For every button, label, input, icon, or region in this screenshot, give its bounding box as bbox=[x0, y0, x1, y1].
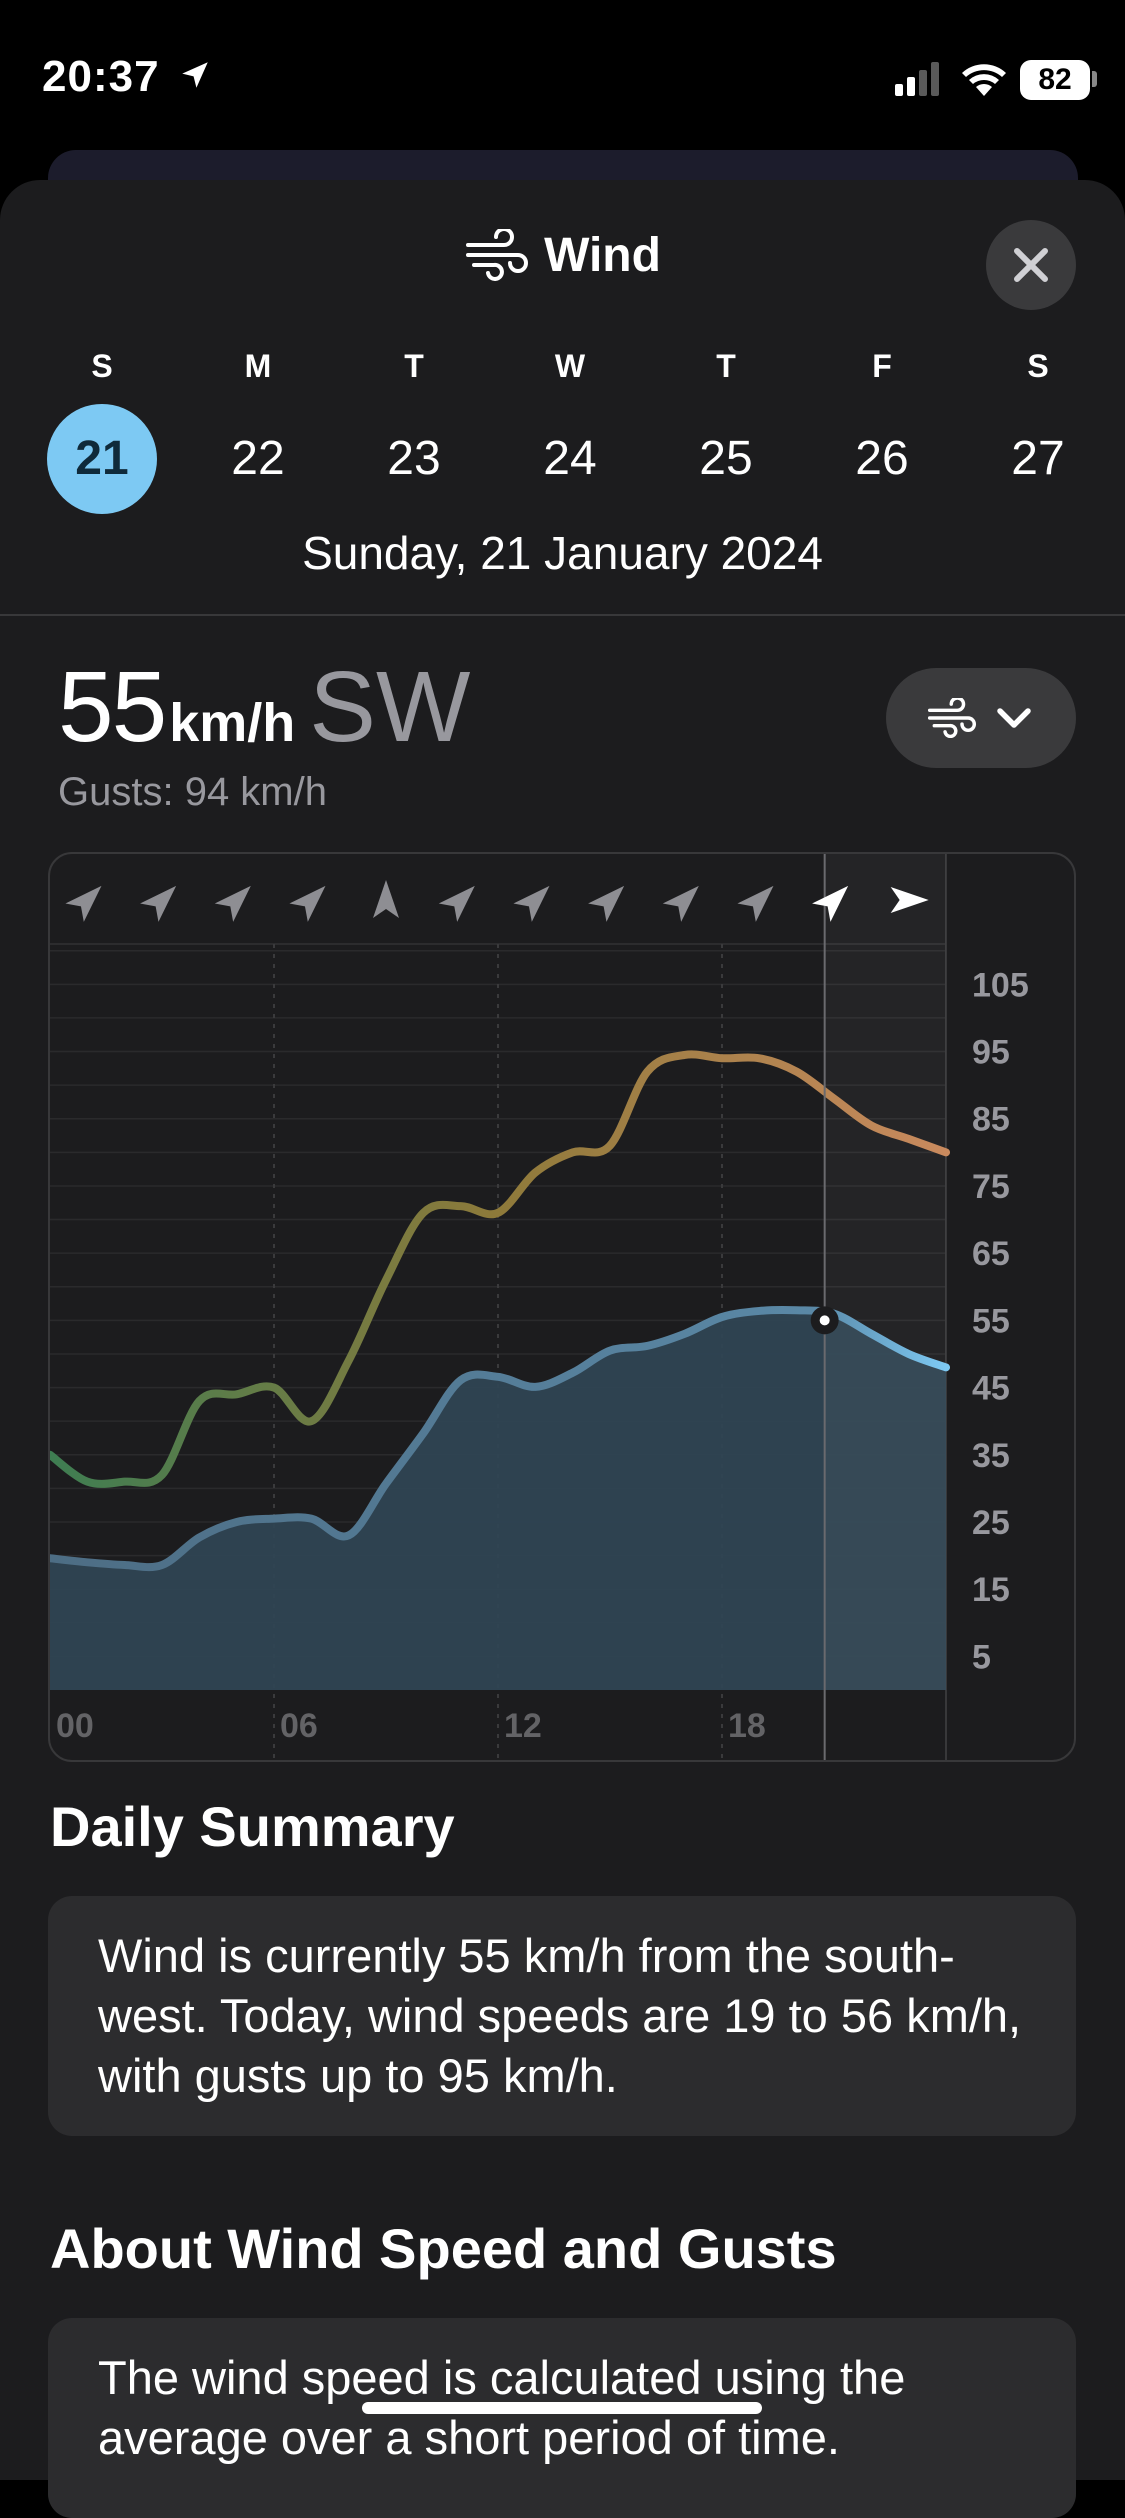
y-tick-label: 65 bbox=[972, 1235, 1010, 1273]
day-button[interactable]: 22 bbox=[231, 432, 285, 485]
y-tick-label: 105 bbox=[972, 966, 1029, 1004]
about-heading: About Wind Speed and Gusts bbox=[50, 2217, 837, 2280]
gusts-text: Gusts: 94 km/h bbox=[58, 770, 327, 814]
day-of-week: S bbox=[91, 348, 113, 384]
home-indicator[interactable] bbox=[362, 2402, 762, 2414]
daily-summary-heading: Daily Summary bbox=[50, 1795, 455, 1858]
wind-direction-arrow-icon bbox=[214, 885, 251, 922]
day-button[interactable]: 24 bbox=[543, 432, 597, 485]
wind-icon bbox=[466, 227, 529, 281]
wind-gust-line bbox=[50, 1050, 950, 1488]
day-button[interactable]: 27 bbox=[1011, 432, 1065, 485]
divider bbox=[0, 614, 1125, 616]
close-icon bbox=[1014, 248, 1048, 282]
wind-direction-arrow-icon bbox=[65, 885, 102, 922]
wind-direction-arrow-icon bbox=[289, 885, 326, 922]
wind-direction-arrow-icon bbox=[438, 885, 475, 922]
selected-date: Sunday, 21 January 2024 bbox=[302, 527, 823, 579]
chart-type-menu-button[interactable] bbox=[886, 668, 1076, 768]
day-button[interactable]: 26 bbox=[855, 432, 909, 485]
daily-summary-card: Wind is currently 55 km/h from the south… bbox=[48, 1896, 1076, 2136]
wind-chart-svg: 105 95 85 75 65 55 45 35 25 15 5 00 06 12 18 bbox=[50, 854, 1029, 1760]
current-wind: 55km/h SW bbox=[58, 650, 470, 765]
wind-icon bbox=[927, 698, 977, 738]
about-card: The wind speed is calculated using the a… bbox=[48, 2318, 1076, 2518]
cellular-signal-icon bbox=[895, 62, 939, 96]
wind-direction-arrow-icon bbox=[890, 887, 929, 913]
wind-speed-line bbox=[50, 1305, 950, 1572]
day-button[interactable]: 23 bbox=[387, 432, 441, 485]
current-marker-dot bbox=[819, 1315, 830, 1326]
chevron-down-icon bbox=[997, 708, 1031, 728]
wind-direction-arrow-icon bbox=[662, 885, 699, 922]
y-tick-label: 15 bbox=[972, 1571, 1010, 1609]
x-tick-label: 00 bbox=[56, 1707, 94, 1745]
x-tick-label: 12 bbox=[504, 1707, 542, 1745]
day-of-week: S bbox=[1027, 348, 1049, 384]
y-tick-label: 45 bbox=[972, 1370, 1010, 1408]
day-button-selected[interactable]: 21 bbox=[47, 404, 157, 514]
day-of-week: T bbox=[716, 348, 736, 384]
status-bar: 20:37 82 bbox=[0, 0, 1125, 150]
battery-indicator: 82 bbox=[1020, 60, 1090, 100]
y-tick-label: 25 bbox=[972, 1504, 1010, 1542]
wind-direction-arrow-icon bbox=[588, 885, 625, 922]
future-shade bbox=[824, 854, 946, 1690]
day-of-week: W bbox=[554, 348, 586, 384]
wind-speed-value: 55 bbox=[58, 651, 167, 763]
wind-direction-arrow-icon bbox=[812, 885, 849, 922]
day-of-week: T bbox=[404, 348, 424, 384]
title-text: Wind bbox=[544, 229, 661, 282]
wind-direction-arrow-icon bbox=[737, 885, 774, 922]
wind-direction: SW bbox=[309, 651, 471, 763]
y-tick-label: 55 bbox=[972, 1302, 1010, 1340]
wind-direction-arrow-icon bbox=[513, 885, 550, 922]
y-tick-label: 75 bbox=[972, 1168, 1010, 1206]
wifi-icon bbox=[962, 64, 1006, 96]
daily-summary-text: Wind is currently 55 km/h from the south… bbox=[98, 1929, 1022, 2102]
location-arrow-icon bbox=[182, 62, 208, 88]
close-button[interactable] bbox=[986, 220, 1076, 310]
wind-speed-unit: km/h bbox=[169, 693, 296, 753]
wind-direction-arrow-icon bbox=[140, 885, 177, 922]
y-tick-label: 35 bbox=[972, 1437, 1010, 1475]
day-button[interactable]: 25 bbox=[699, 432, 753, 485]
x-tick-label: 18 bbox=[728, 1707, 766, 1745]
sheet-title: Wind bbox=[0, 227, 1125, 283]
y-tick-label: 95 bbox=[972, 1034, 1010, 1072]
wind-direction-arrow-icon bbox=[373, 880, 399, 918]
day-of-week: F bbox=[872, 348, 892, 384]
wind-chart[interactable]: 105 95 85 75 65 55 45 35 25 15 5 00 06 12 18 bbox=[48, 852, 1076, 1762]
day-of-week: M bbox=[244, 348, 272, 384]
y-tick-label: 5 bbox=[972, 1638, 991, 1676]
x-tick-label: 06 bbox=[280, 1707, 318, 1745]
status-time: 20:37 bbox=[42, 52, 160, 101]
wind-speed-area bbox=[50, 1309, 946, 1690]
battery-nub bbox=[1092, 71, 1097, 87]
y-tick-label: 85 bbox=[972, 1101, 1010, 1139]
